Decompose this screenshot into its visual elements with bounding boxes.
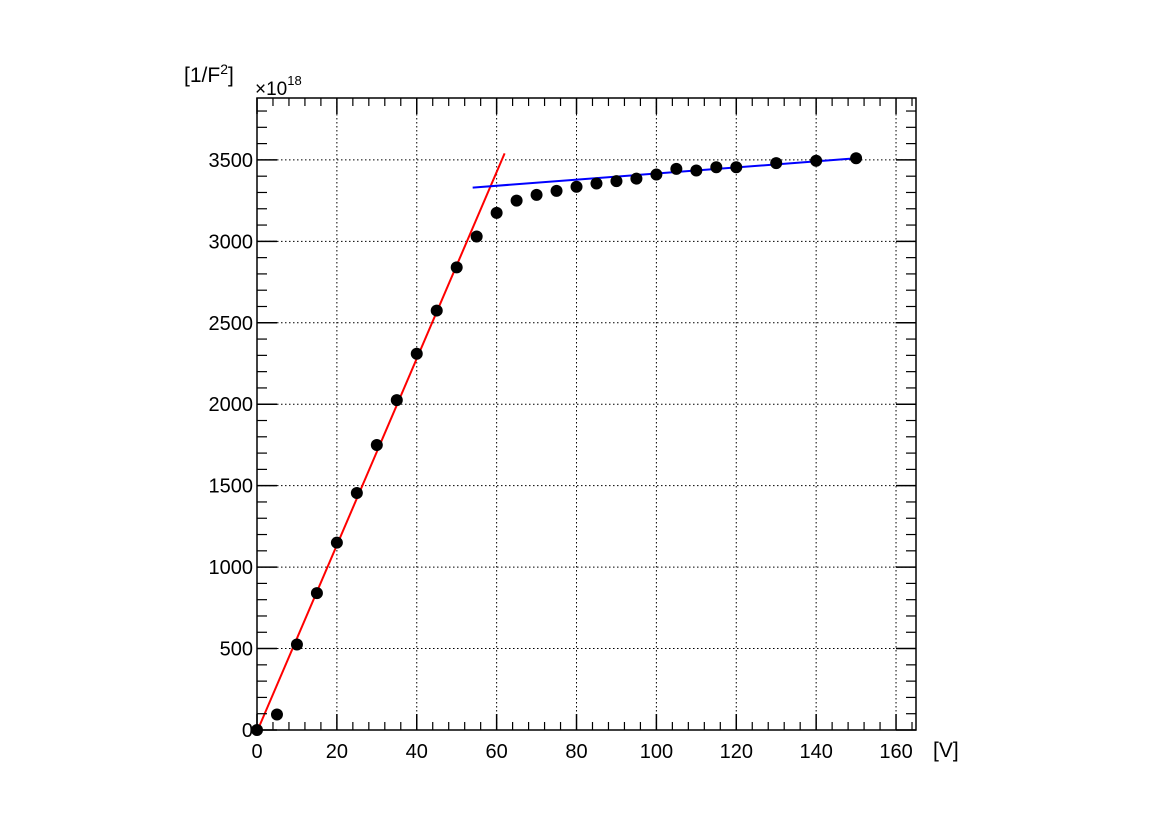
data-point — [810, 154, 823, 167]
data-point — [850, 152, 863, 165]
y-tick-label: 3000 — [209, 231, 254, 253]
data-point — [310, 587, 323, 600]
y-tick-label: 500 — [220, 639, 253, 661]
data-point — [670, 162, 683, 175]
data-point — [290, 638, 303, 651]
y-tick-label: 0 — [242, 720, 253, 742]
data-point — [650, 168, 663, 181]
y-axis-label-text: [1/F — [184, 64, 220, 87]
x-axis-tick-labels: 0 20 40 60 80 100 120 140 160 — [251, 741, 912, 763]
data-point — [270, 708, 283, 721]
data-point — [370, 438, 383, 451]
data-point — [630, 172, 643, 185]
data-point — [530, 188, 543, 201]
y-tick-label: 2000 — [209, 394, 254, 416]
x-tick-label: 20 — [326, 741, 348, 763]
y-tick-label: 1000 — [209, 557, 254, 579]
y-axis-label-close: ] — [228, 64, 234, 87]
grid-lines — [256, 98, 916, 731]
data-point — [770, 157, 783, 170]
y-axis-exponent-power: 18 — [287, 73, 301, 88]
fit-lines — [256, 152, 857, 733]
x-tick-label: 60 — [486, 741, 508, 763]
y-tick-label: 2500 — [209, 313, 254, 335]
y-axis-label-superscript: 2 — [220, 61, 228, 77]
x-tick-label: 100 — [640, 741, 673, 763]
x-axis-label: [V] — [933, 739, 959, 762]
data-point — [590, 177, 603, 190]
data-point — [410, 347, 423, 360]
y-tick-label: 3500 — [209, 150, 254, 172]
x-tick-label: 80 — [565, 741, 587, 763]
data-point — [490, 206, 503, 219]
data-point — [550, 184, 563, 197]
data-point — [470, 230, 483, 243]
x-tick-label: 120 — [720, 741, 753, 763]
x-tick-label: 40 — [406, 741, 428, 763]
data-point — [570, 180, 583, 193]
y-axis-label: [1/F2] — [184, 61, 234, 87]
axis-ticks — [256, 98, 916, 731]
data-point — [510, 194, 523, 207]
data-point — [430, 304, 443, 317]
data-point — [350, 487, 363, 499]
data-point — [450, 261, 463, 274]
y-axis-tick-labels: 0 500 1000 1500 2000 2500 3000 3500 — [209, 150, 254, 742]
y-tick-label: 1500 — [209, 476, 254, 498]
y-axis-exponent: ×1018 — [255, 73, 302, 100]
x-tick-label: 140 — [799, 741, 832, 763]
data-point — [330, 536, 343, 549]
y-axis-exponent-base: ×10 — [255, 79, 287, 100]
data-point — [690, 164, 703, 177]
data-point — [710, 161, 723, 174]
data-point — [390, 394, 403, 407]
data-point — [610, 175, 623, 188]
x-tick-label: 160 — [879, 741, 912, 763]
data-point — [730, 161, 743, 174]
plot-frame — [256, 97, 917, 731]
fit-line — [472, 157, 857, 189]
x-tick-label: 0 — [251, 741, 262, 763]
